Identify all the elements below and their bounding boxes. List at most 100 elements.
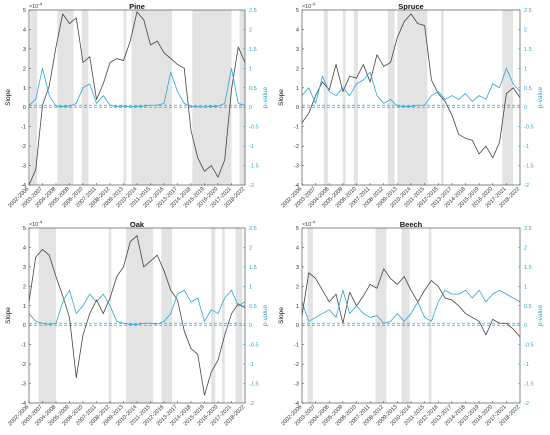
y-axis-label: Slope xyxy=(278,89,285,106)
y2-tick-label: -1 xyxy=(249,362,254,368)
y2-tick-label: 2.5 xyxy=(249,226,257,232)
slope-series-line xyxy=(28,235,246,396)
y2-tick-label: 2 xyxy=(249,27,252,33)
y-tick-label: 4 xyxy=(23,27,26,33)
y2-axis-label: p-value xyxy=(537,86,544,108)
y2-tick-label: 1.5 xyxy=(524,265,532,271)
y-tick-label: -4 xyxy=(294,183,299,189)
y-tick-label: 2 xyxy=(23,66,26,72)
y-tick-label: -2 xyxy=(21,362,26,368)
y2-axis-label: p-value xyxy=(537,304,544,326)
chart-title: Spruce xyxy=(398,2,423,11)
y2-tick-label: 0 xyxy=(524,323,527,329)
pvalue-series-line xyxy=(28,67,246,108)
y2-tick-label: 2.5 xyxy=(524,226,532,232)
y2-tick-label: 2 xyxy=(249,245,252,251)
y-tick-label: -1 xyxy=(21,125,26,131)
slope-series-line xyxy=(301,268,521,338)
y2-tick-label: -1.5 xyxy=(249,382,259,388)
slope-series-line xyxy=(301,13,521,159)
chart-panel-2: -4-3-2-1012345-2-1.5-1-0.500.511.522.520… xyxy=(5,220,269,428)
y-tick-label: 3 xyxy=(23,47,26,53)
chart-panel-0: -4-3-2-1012345-2-1.5-1-0.500.511.522.520… xyxy=(5,2,269,210)
y-tick-label: 5 xyxy=(23,226,26,232)
y-tick-label: 3 xyxy=(23,265,26,271)
y2-tick-label: 0 xyxy=(249,323,252,329)
y-tick-label: 4 xyxy=(23,245,26,251)
y-tick-label: 1 xyxy=(23,86,26,92)
slope-series-line xyxy=(28,11,246,186)
shaded-period-0 xyxy=(323,10,328,185)
y-tick-label: 1 xyxy=(23,304,26,310)
y2-axis-label: p-value xyxy=(262,304,269,326)
shaded-period-0 xyxy=(307,228,313,403)
y-tick-label: -1 xyxy=(21,343,26,349)
y-axis-label: Slope xyxy=(5,307,12,324)
y-tick-label: 2 xyxy=(23,284,26,290)
y2-tick-label: -1.5 xyxy=(524,382,534,388)
shaded-period-5 xyxy=(440,10,444,185)
y-tick-label: -3 xyxy=(21,382,26,388)
y2-tick-label: 0.5 xyxy=(524,304,532,310)
chart-title: Oak xyxy=(130,220,145,229)
shaded-period-0 xyxy=(30,10,38,185)
y2-tick-label: -2 xyxy=(524,401,529,407)
y2-tick-label: -1.5 xyxy=(524,164,534,170)
y2-tick-label: -0.5 xyxy=(524,343,534,349)
y-tick-label: -2 xyxy=(294,144,299,150)
pvalue-series-line xyxy=(301,67,521,107)
y2-tick-label: 1.5 xyxy=(249,47,257,53)
y2-tick-label: 0.5 xyxy=(524,86,532,92)
y-tick-label: 0 xyxy=(296,323,299,329)
shaded-period-3 xyxy=(161,228,173,403)
y2-tick-label: -0.5 xyxy=(524,125,534,131)
shaded-period-0 xyxy=(38,228,56,403)
shaded-period-2 xyxy=(81,10,89,185)
y-tick-label: 4 xyxy=(296,27,299,33)
y-tick-label: -4 xyxy=(21,183,26,189)
y2-tick-label: 0.5 xyxy=(249,86,257,92)
y-axis-label: Slope xyxy=(5,89,12,106)
y-tick-label: -1 xyxy=(294,343,299,349)
y-tick-label: 5 xyxy=(296,8,299,14)
y-axis-exponent: ×10-4 xyxy=(29,2,43,11)
y-tick-label: -1 xyxy=(294,125,299,131)
pvalue-series-line xyxy=(28,289,246,325)
y-tick-label: 2 xyxy=(296,284,299,290)
shaded-period-2 xyxy=(401,228,410,403)
y2-tick-label: 2.5 xyxy=(249,8,257,14)
y2-axis-label: p-value xyxy=(262,86,269,108)
y2-tick-label: -1 xyxy=(524,144,529,150)
y-tick-label: 3 xyxy=(296,265,299,271)
y2-tick-label: 1 xyxy=(524,66,527,72)
shaded-period-4 xyxy=(397,10,428,185)
y-tick-label: -2 xyxy=(294,362,299,368)
shaded-period-1 xyxy=(375,228,387,403)
y-tick-label: 0 xyxy=(23,323,26,329)
y2-tick-label: -0.5 xyxy=(249,343,259,349)
y-tick-label: -3 xyxy=(21,164,26,170)
shaded-period-4 xyxy=(131,10,173,185)
y-tick-label: -2 xyxy=(21,144,26,150)
shaded-period-1 xyxy=(342,10,346,185)
y2-tick-label: -0.5 xyxy=(249,125,259,131)
shaded-period-6 xyxy=(235,228,243,403)
y2-tick-label: -1.5 xyxy=(249,164,259,170)
shaded-period-3 xyxy=(387,10,395,185)
shaded-period-6 xyxy=(502,10,514,185)
shaded-period-1 xyxy=(108,228,112,403)
y-tick-label: 4 xyxy=(296,245,299,251)
y-tick-label: 1 xyxy=(296,304,299,310)
y-tick-label: -4 xyxy=(21,401,26,407)
y-tick-label: -3 xyxy=(294,382,299,388)
shaded-period-2 xyxy=(353,10,358,185)
chart-title: Pine xyxy=(129,2,145,11)
shaded-period-5 xyxy=(222,228,225,403)
y-tick-label: 3 xyxy=(296,47,299,53)
y-axis-exponent: ×10-4 xyxy=(302,2,316,11)
y2-tick-label: 0 xyxy=(524,105,527,111)
y2-tick-label: 1.5 xyxy=(524,47,532,53)
shaded-period-6 xyxy=(239,10,245,185)
chart-panel-3: -4-3-2-1012345-2-1.5-1-0.500.511.522.520… xyxy=(278,220,544,428)
y2-tick-label: 1 xyxy=(249,284,252,290)
